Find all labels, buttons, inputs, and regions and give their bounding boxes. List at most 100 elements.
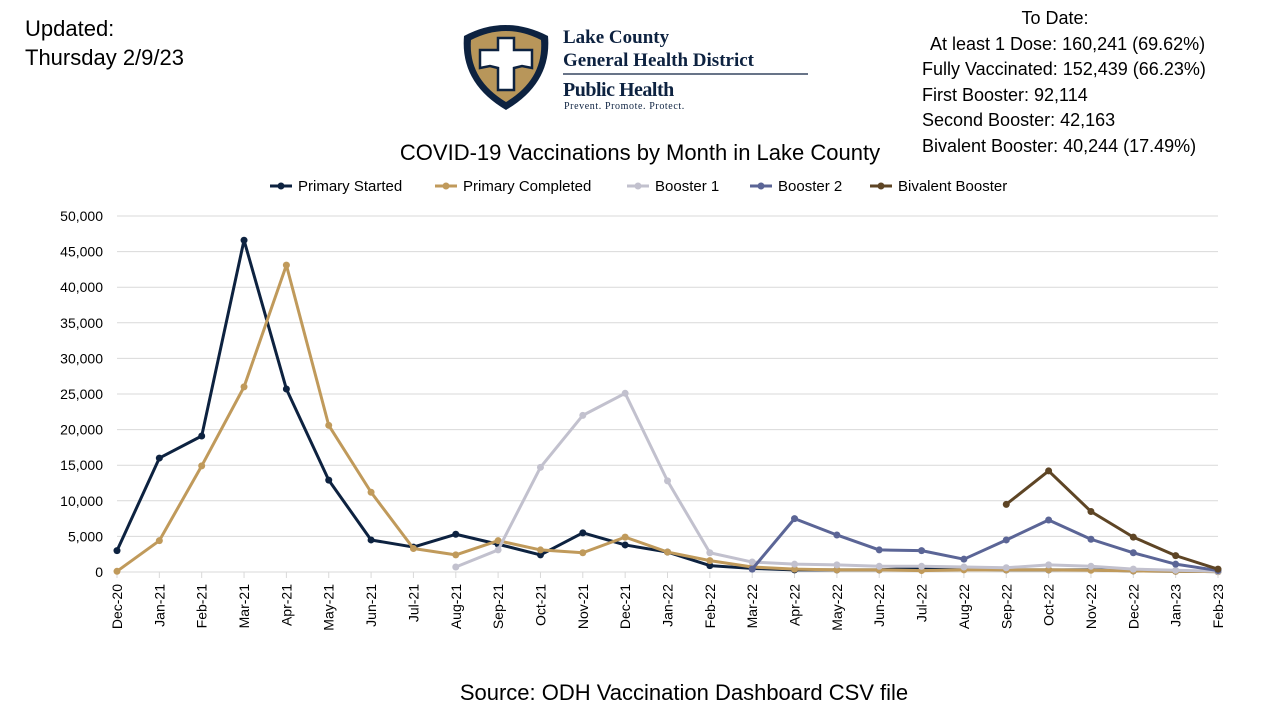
data-point: [494, 546, 502, 554]
legend-label: Primary Completed: [463, 178, 591, 195]
x-tick-label: Apr-22: [787, 584, 803, 626]
data-point: [1087, 562, 1095, 570]
x-tick-label: Aug-22: [956, 584, 972, 629]
data-point: [748, 565, 756, 573]
to-date-header: To Date:: [1021, 8, 1089, 28]
data-point: [113, 547, 121, 555]
lcghd-logo: Lake County General Health District Publ…: [463, 25, 808, 112]
x-tick-label: Mar-22: [744, 584, 760, 629]
cross-icon: [478, 36, 534, 92]
legend-item: Booster 1: [627, 178, 719, 195]
data-point: [409, 545, 417, 553]
x-tick-label: Jul-22: [914, 584, 930, 622]
data-point: [579, 411, 587, 419]
updated-note: Updated: Thursday 2/9/23: [25, 14, 184, 72]
x-tick-label: Feb-22: [702, 584, 718, 629]
data-point: [1045, 516, 1053, 524]
data-point: [748, 558, 756, 566]
x-tick-label: Sep-22: [998, 584, 1014, 629]
data-point: [791, 515, 799, 523]
legend-label: Primary Started: [298, 178, 402, 195]
x-tick-label: Dec-21: [617, 584, 633, 629]
data-point: [791, 565, 799, 573]
data-point: [113, 567, 121, 575]
data-point: [1129, 565, 1137, 573]
data-point: [621, 541, 629, 549]
data-point: [155, 537, 163, 545]
y-tick-label: 5,000: [68, 528, 103, 544]
data-point: [1129, 549, 1137, 557]
data-point: [1002, 500, 1010, 508]
data-point: [452, 563, 460, 571]
y-tick-label: 25,000: [60, 386, 103, 402]
data-point: [579, 529, 587, 537]
chart-title: COVID-19 Vaccinations by Month in Lake C…: [400, 140, 880, 165]
legend-label: Booster 1: [655, 178, 719, 195]
legend-item: Bivalent Booster: [870, 178, 1007, 195]
x-tick-label: Feb-21: [194, 584, 210, 629]
data-point: [1045, 561, 1053, 569]
x-tick-label: Nov-22: [1083, 584, 1099, 629]
logo-line1: Lake County: [563, 27, 670, 48]
data-point: [918, 547, 926, 555]
x-tick-label: Oct-22: [1041, 584, 1057, 626]
data-point: [282, 261, 290, 269]
data-point: [833, 561, 841, 569]
data-point: [1172, 560, 1180, 568]
data-point: [1087, 535, 1095, 543]
data-point: [536, 463, 544, 471]
y-tick-label: 35,000: [60, 315, 103, 331]
data-point: [155, 454, 163, 462]
data-point: [875, 546, 883, 554]
legend-label: Bivalent Booster: [898, 178, 1007, 195]
data-point: [1129, 533, 1137, 541]
data-point: [664, 477, 671, 485]
y-tick-label: 50,000: [60, 208, 103, 224]
data-point: [579, 549, 587, 557]
x-tick-label: Dec-22: [1125, 584, 1141, 629]
x-tick-label: Nov-21: [575, 584, 591, 629]
legend-marker: [757, 182, 765, 190]
data-point: [1214, 565, 1222, 573]
data-point: [240, 383, 248, 391]
data-point: [791, 560, 799, 568]
legend-item: Primary Started: [270, 178, 402, 195]
x-tick-label: Jan-22: [660, 584, 676, 627]
data-point: [621, 389, 629, 397]
legend-marker: [634, 182, 642, 190]
data-point: [1045, 566, 1053, 574]
x-tick-label: Jun-21: [363, 584, 379, 627]
x-tick-label: May-21: [321, 584, 337, 631]
y-tick-label: 30,000: [60, 350, 103, 366]
y-tick-label: 40,000: [60, 279, 103, 295]
x-tick-label: Sep-21: [490, 584, 506, 629]
data-point: [918, 562, 926, 570]
to-date-line: Bivalent Booster: 40,244 (17.49%): [922, 135, 1197, 156]
data-point: [960, 563, 968, 571]
data-point: [706, 562, 714, 570]
data-point: [367, 536, 375, 544]
series-line: [751, 517, 1219, 573]
data-point: [1045, 467, 1053, 475]
x-tick-label: Apr-21: [278, 584, 294, 626]
logo-tagline: Prevent. Promote. Protect.: [564, 101, 685, 112]
data-point: [833, 531, 841, 539]
series-line: [116, 263, 1219, 574]
data-point: [452, 530, 460, 538]
x-tick-label: Jul-21: [405, 584, 421, 622]
data-point: [198, 462, 206, 470]
data-point: [452, 551, 460, 559]
series-primary-completed: [113, 261, 1222, 576]
data-point: [664, 548, 671, 556]
data-point: [240, 236, 248, 244]
y-tick-label: 15,000: [60, 457, 103, 473]
to-date-line: Fully Vaccinated: 152,439 (66.23%): [922, 59, 1206, 79]
x-tick-label: Dec-20: [109, 584, 125, 629]
data-point: [621, 533, 629, 541]
data-point: [325, 421, 333, 429]
data-point: [1087, 507, 1095, 515]
data-point: [325, 476, 333, 484]
data-point: [1172, 552, 1180, 560]
y-tick-label: 10,000: [60, 493, 103, 509]
